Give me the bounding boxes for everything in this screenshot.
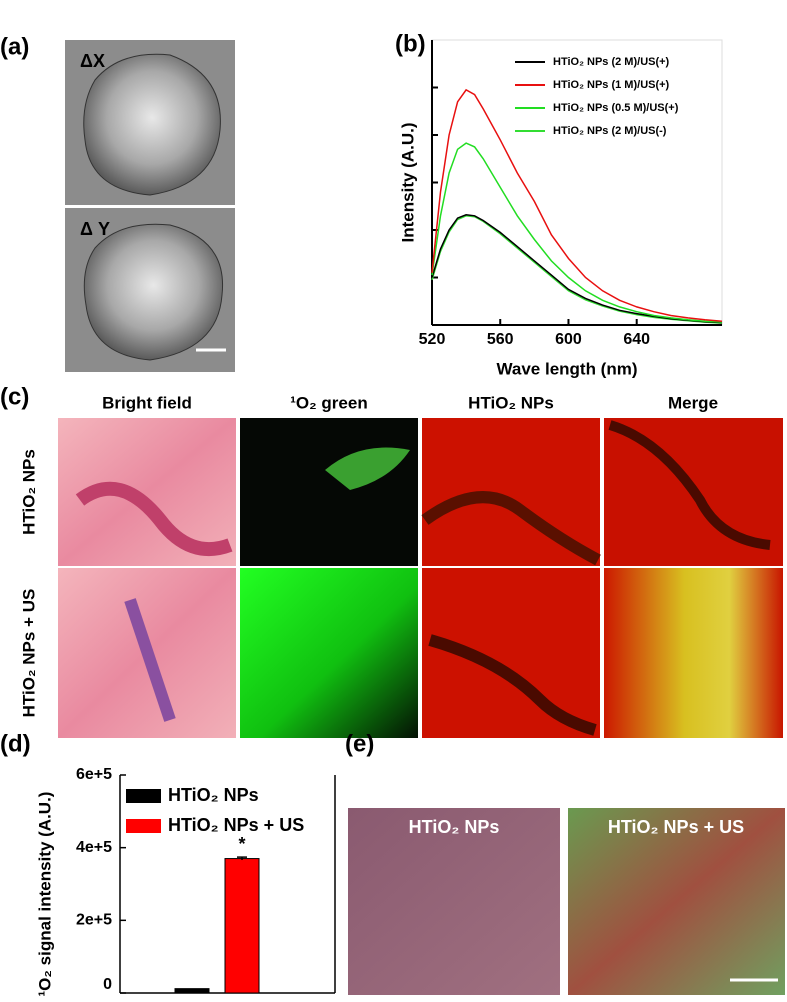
column-header: Bright field (102, 393, 192, 412)
column-header: HTiO₂ NPs (468, 393, 554, 412)
y-axis-label: Intensity (A.U.) (398, 123, 417, 243)
image-label: HTiO₂ NPs (409, 817, 500, 837)
image (604, 568, 783, 738)
vessel (608, 420, 771, 550)
line (431, 214, 723, 324)
bar (224, 858, 260, 994)
x-tick-label: 520 (419, 331, 446, 348)
legend-label: HTiO₂ NPs (2 M)/US(+) (553, 56, 670, 68)
column-header: ¹O₂ green (290, 393, 367, 412)
x-tick-label: 560 (487, 331, 514, 348)
y-tick-label: 2e+5 (76, 912, 112, 929)
legend-swatch (126, 789, 161, 803)
legend-label: HTiO₂ NPs (168, 785, 259, 805)
vessel (124, 598, 176, 722)
row-label: HTiO₂ NPs + US (19, 589, 38, 718)
image (240, 418, 418, 566)
x-tick-label: 640 (623, 331, 650, 348)
column-header: Merge (668, 393, 718, 412)
vessel (428, 634, 597, 736)
x-tick-label: 600 (555, 331, 582, 348)
y-tick-label: 0 (103, 976, 112, 993)
legend-label: HTiO₂ NPs (2 M)/US(-) (553, 125, 667, 137)
line (431, 215, 723, 324)
image (240, 568, 418, 738)
bar (174, 988, 210, 994)
particle (83, 223, 224, 361)
row-label: HTiO₂ NPs (19, 449, 38, 535)
x-axis-label: Wave length (nm) (496, 359, 637, 378)
panel-label: (d) (0, 730, 31, 757)
image (348, 808, 560, 995)
y-axis-label: ¹O₂ signal intensity (A.U.) (35, 792, 54, 997)
image (422, 568, 600, 738)
image (568, 808, 785, 995)
legend-label: HTiO₂ NPs + US (168, 815, 304, 835)
image-label: HTiO₂ NPs + US (608, 817, 744, 837)
image-label: ΔX (80, 51, 105, 71)
image-layer (58, 40, 785, 995)
vessel (421, 491, 601, 566)
panel-label: (a) (0, 33, 29, 60)
legend-label: HTiO₂ NPs (0.5 M)/US(+) (553, 102, 679, 114)
y-tick-label: 6e+5 (76, 766, 112, 783)
legend-swatch (126, 819, 161, 833)
legend-label: HTiO₂ NPs (1 M)/US(+) (553, 79, 670, 91)
line (431, 88, 723, 322)
image-label: Δ Y (80, 219, 110, 239)
particle (83, 53, 221, 196)
significance: * (238, 834, 245, 854)
panel-label: (e) (345, 730, 374, 757)
panel-label: (c) (0, 383, 29, 410)
line (431, 142, 723, 323)
signal (325, 447, 410, 490)
y-tick-label: 4e+5 (76, 839, 112, 856)
vessel (75, 481, 233, 557)
panel-label: (b) (395, 30, 426, 57)
